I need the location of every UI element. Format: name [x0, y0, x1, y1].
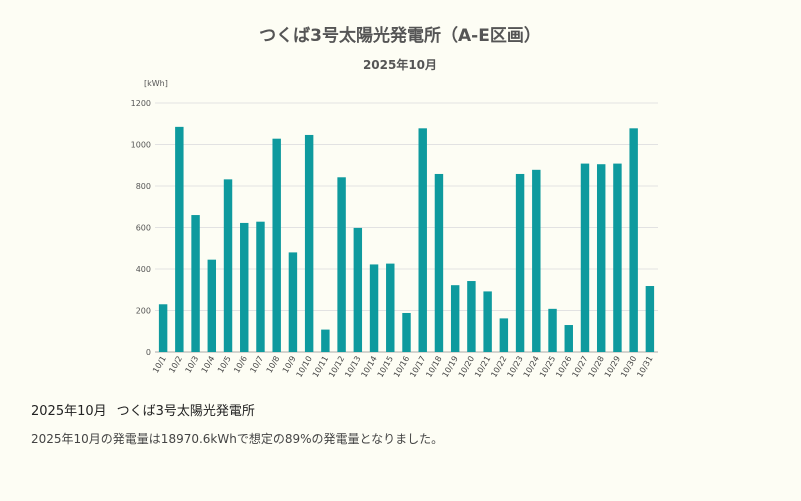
bar-10/21[interactable]	[483, 291, 492, 352]
grid-lines	[155, 102, 658, 353]
bar-10/6[interactable]	[240, 222, 249, 352]
bar-10/19[interactable]	[450, 285, 460, 352]
bar-10/10[interactable]	[304, 134, 314, 352]
chart-subtitle: 2025年10月	[363, 57, 437, 72]
bar-chart: つくば3号太陽光発電所（A-E区画） 2025年10月 [kWh] 0 200 40…	[131, 25, 658, 379]
bar-10/16[interactable]	[402, 312, 411, 352]
x-tick-label: 10/1	[151, 355, 168, 375]
y-tick-label: 1200	[131, 99, 151, 108]
bar-10/18[interactable]	[434, 173, 444, 352]
bar-10/22[interactable]	[499, 318, 509, 352]
x-tick-label: 10/6	[232, 355, 249, 375]
summary-heading: 2025年10月 つくば3号太陽光発電所	[31, 400, 255, 419]
x-tick-label: 10/3	[184, 355, 201, 375]
y-axis-unit-label: [kWh]	[144, 79, 168, 88]
summary-text: 2025年10月の発電量は18970.6kWhで想定の89%の発電量となりました…	[31, 432, 444, 446]
y-tick-label: 0	[146, 348, 151, 357]
x-tick-label: 10/7	[248, 355, 265, 375]
summary-plant-name: つくば3号太陽光発電所	[116, 404, 255, 419]
bar-10/25[interactable]	[548, 308, 557, 352]
bar-10/28[interactable]	[596, 164, 606, 352]
bar-10/15[interactable]	[386, 263, 395, 352]
bar-10/14[interactable]	[369, 264, 379, 352]
bar-10/9[interactable]	[288, 252, 298, 352]
chart-title: つくば3号太陽光発電所（A-E区画）	[259, 25, 541, 46]
bar-10/20[interactable]	[467, 281, 476, 352]
bar-10/30[interactable]	[629, 128, 638, 352]
bar-10/17[interactable]	[418, 128, 427, 352]
bar-10/5[interactable]	[223, 179, 233, 352]
bar-10/4[interactable]	[207, 259, 217, 352]
y-axis-ticks: 0 200 400 600 800 1000 1200	[131, 99, 151, 357]
bar-10/11[interactable]	[321, 329, 330, 352]
summary-period: 2025年10月	[31, 404, 107, 419]
x-tick-label: 10/4	[200, 355, 217, 375]
x-axis-ticks: 10/1 10/2 10/3 10/4 10/5 10/6 10/7 10/8 10/910/1…	[151, 355, 655, 379]
y-tick-label: 600	[136, 224, 151, 233]
bar-10/3[interactable]	[191, 215, 200, 352]
x-tick-label: 10/5	[216, 355, 233, 375]
x-tick-label: 10/31	[635, 355, 654, 379]
x-tick-label: 10/2	[167, 355, 184, 375]
bar-10/7[interactable]	[256, 221, 265, 352]
bar-10/24[interactable]	[532, 169, 541, 352]
bar-10/1[interactable]	[158, 304, 168, 352]
bar-10/31[interactable]	[645, 286, 655, 352]
bar-10/23[interactable]	[515, 173, 525, 352]
bar-10/29[interactable]	[613, 163, 622, 352]
bar-10/26[interactable]	[564, 325, 573, 352]
bar-10/13[interactable]	[353, 227, 363, 352]
y-tick-label: 400	[136, 265, 151, 274]
y-tick-label: 1000	[131, 141, 151, 150]
bar-10/8[interactable]	[272, 138, 281, 352]
y-tick-label: 800	[136, 182, 151, 191]
y-tick-label: 200	[136, 307, 151, 316]
bar-series	[158, 126, 655, 352]
bar-10/12[interactable]	[337, 177, 346, 352]
bar-10/27[interactable]	[580, 163, 590, 352]
bar-10/2[interactable]	[175, 126, 184, 352]
x-tick-label: 10/8	[265, 355, 282, 375]
